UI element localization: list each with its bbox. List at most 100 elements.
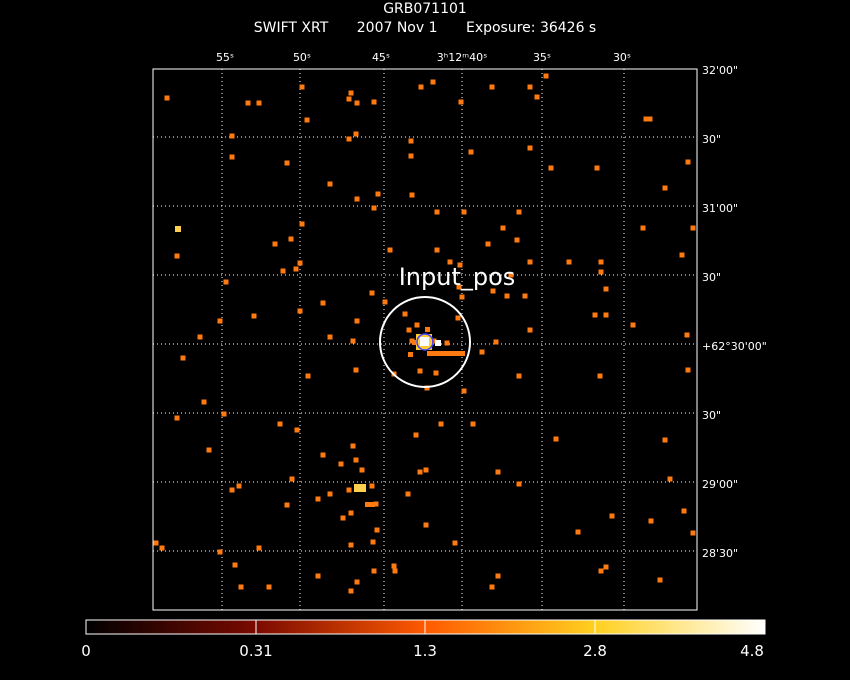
photon-event	[534, 94, 540, 100]
photon-event	[489, 584, 495, 590]
photon-event	[553, 436, 559, 442]
photon-event	[304, 117, 310, 123]
photon-event	[223, 279, 229, 285]
dec-tick-label: 29'00"	[702, 478, 738, 491]
photon-event	[598, 259, 604, 265]
photon-event	[640, 225, 646, 231]
photon-event	[485, 241, 491, 247]
photon-event	[408, 138, 414, 144]
photon-event	[479, 349, 485, 355]
photon-event	[603, 312, 609, 318]
photon-event	[387, 247, 393, 253]
photon-event	[575, 529, 581, 535]
photon-event	[434, 247, 440, 253]
photon-event	[414, 322, 420, 328]
photon-event	[690, 225, 696, 231]
photon-event	[527, 145, 533, 151]
photon-event	[375, 191, 381, 197]
photon-event	[232, 562, 238, 568]
photon-event	[609, 513, 615, 519]
ra-tick-label: 45ˢ	[372, 51, 390, 64]
photon-event	[174, 253, 180, 259]
photon-event	[681, 508, 687, 514]
photon-event	[424, 385, 430, 391]
photon-event	[459, 294, 465, 300]
photon-event	[690, 530, 696, 536]
dec-tick-label: 32'00"	[702, 64, 738, 77]
colorbar-label: 1.3	[413, 642, 437, 660]
photon-event	[354, 100, 360, 106]
photon-event	[391, 563, 397, 569]
photon-event	[338, 461, 344, 467]
photon-event	[679, 252, 685, 258]
source-ring	[416, 333, 434, 351]
photon-event	[461, 388, 467, 394]
photon-event	[516, 373, 522, 379]
photon-event	[382, 299, 388, 305]
photon-event	[468, 149, 474, 155]
photon-event	[348, 588, 354, 594]
photon-event	[299, 221, 305, 227]
photon-event	[685, 367, 691, 373]
photon-event	[370, 539, 376, 545]
photon-event	[643, 116, 649, 122]
ra-tick-label: 50ˢ	[293, 51, 311, 64]
photon-event	[374, 527, 380, 533]
photon-event	[527, 259, 533, 265]
photon-event	[489, 84, 495, 90]
photon-event	[272, 241, 278, 247]
photon-event	[647, 116, 653, 122]
photon-event	[221, 411, 227, 417]
photon-event	[458, 99, 464, 105]
photon-event	[353, 131, 359, 137]
photon-event	[434, 209, 440, 215]
photon-event	[684, 332, 690, 338]
dec-tick-label: 31'00"	[702, 202, 738, 215]
photon-event	[346, 96, 352, 102]
image-frame	[152, 68, 698, 611]
photon-event	[402, 311, 408, 317]
photon-event	[348, 542, 354, 548]
photon-event	[353, 367, 359, 373]
dec-tick-label: 30"	[702, 133, 721, 146]
photon-event	[418, 84, 424, 90]
photon-event	[354, 196, 360, 202]
photon-event	[350, 443, 356, 449]
photon-event	[430, 79, 436, 85]
photon-event	[516, 209, 522, 215]
photon-event	[470, 421, 476, 427]
photon-event	[229, 133, 235, 139]
photon-event	[327, 334, 333, 340]
ra-tick-label: 30ˢ	[613, 51, 631, 64]
photon-event	[293, 266, 299, 272]
photon-event	[206, 447, 212, 453]
observation-date: 2007 Nov 1	[356, 20, 438, 36]
photon-event	[346, 487, 352, 493]
photon-event	[245, 100, 251, 106]
photon-event	[348, 510, 354, 516]
photon-event	[566, 259, 572, 265]
photon-event	[297, 308, 303, 314]
photon-event	[369, 483, 375, 489]
photon-event	[662, 185, 668, 191]
photon-event	[527, 84, 533, 90]
photon-event	[406, 327, 412, 333]
photon-event	[297, 260, 303, 266]
photon-event	[229, 487, 235, 493]
photon-event	[667, 476, 673, 482]
ra-tick-label: 35ˢ	[533, 51, 551, 64]
photon-event	[251, 313, 257, 319]
photon-event	[180, 355, 186, 361]
dec-tick-label: +62°30'00"	[702, 340, 767, 353]
photon-cluster	[354, 484, 366, 492]
photon-cluster	[425, 327, 430, 332]
photon-event	[305, 373, 311, 379]
photon-event	[266, 584, 272, 590]
photon-event	[280, 268, 286, 274]
photon-event	[359, 467, 365, 473]
photon-event	[327, 181, 333, 187]
photon-event	[371, 568, 377, 574]
photon-cluster	[427, 351, 465, 356]
photon-event	[350, 338, 356, 344]
photon-cluster	[175, 226, 181, 232]
